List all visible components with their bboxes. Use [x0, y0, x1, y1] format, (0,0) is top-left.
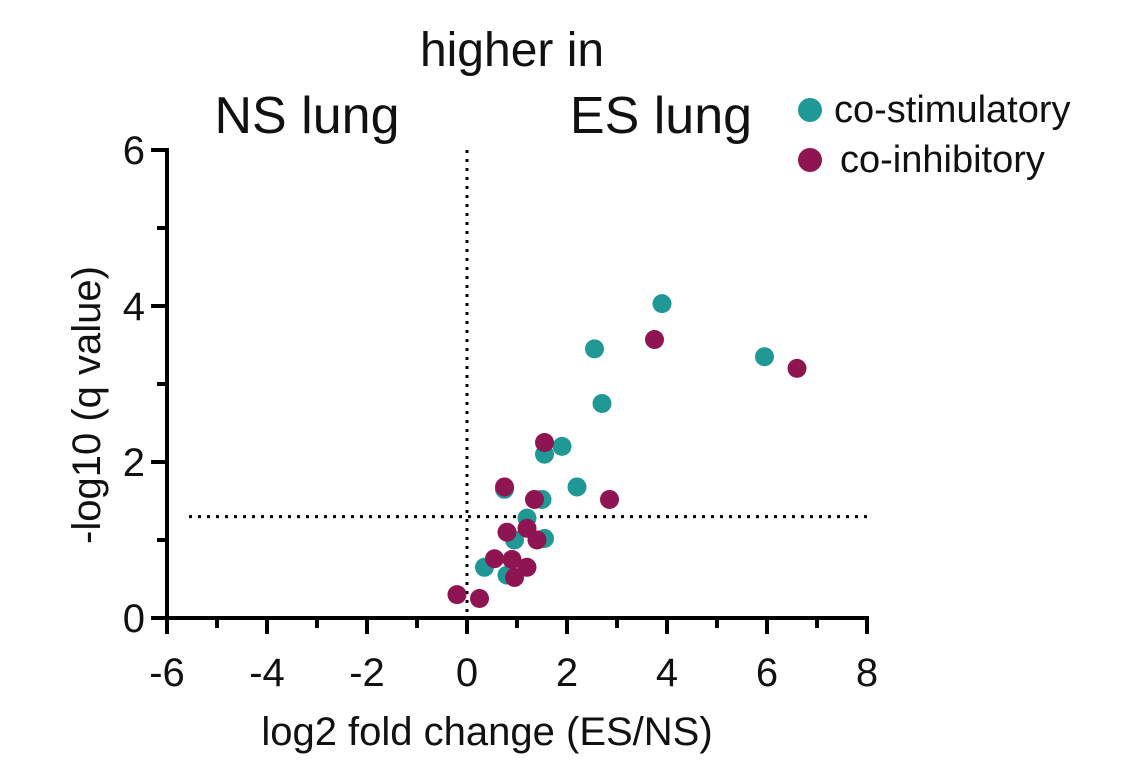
x-tick-label: -2	[349, 651, 385, 695]
point-co-inhibitory	[535, 433, 554, 452]
x-tick-label: 0	[456, 651, 478, 695]
x-tick-label: 4	[656, 651, 678, 695]
point-co-stimulatory	[552, 436, 572, 456]
chart-title: higher in	[420, 24, 604, 77]
point-co-inhibitory	[502, 550, 522, 569]
point-co-inhibitory	[645, 330, 664, 350]
point-co-inhibitory	[505, 567, 524, 587]
point-co-inhibitory	[787, 358, 807, 378]
point-co-inhibitory	[447, 585, 467, 605]
point-co-inhibitory	[600, 489, 619, 509]
legend-swatch-co-inhibitory	[798, 148, 822, 172]
data-points	[447, 294, 807, 608]
point-co-inhibitory	[497, 522, 517, 542]
y-tick-label: 2	[123, 441, 145, 485]
x-tick-label: -6	[149, 651, 185, 695]
y-tick-label: 4	[123, 285, 145, 329]
region-label-left: NS lung	[215, 87, 400, 145]
axes	[165, 148, 869, 620]
y-tick-label: 0	[123, 597, 145, 641]
x-tick-label: -4	[249, 651, 285, 695]
point-co-inhibitory	[495, 477, 514, 497]
point-co-stimulatory	[652, 294, 672, 314]
legend-label-co-inhibitory: co-inhibitory	[840, 139, 1045, 181]
point-co-stimulatory	[592, 394, 612, 413]
y-tick-label: 6	[123, 129, 145, 173]
reference-lines	[189, 150, 867, 618]
point-co-inhibitory	[525, 489, 544, 509]
x-tick-label: 6	[756, 651, 778, 695]
point-co-inhibitory	[470, 589, 489, 608]
point-co-inhibitory	[485, 549, 504, 569]
x-tick-label: 2	[556, 651, 578, 695]
legend-label-co-stimulatory: co-stimulatory	[834, 89, 1071, 131]
region-label-right: ES lung	[570, 87, 752, 145]
legend: co-stimulatory co-inhibitory	[798, 89, 1071, 181]
x-tick-label: 8	[856, 651, 878, 695]
legend-swatch-co-stimulatory	[798, 98, 822, 122]
point-co-stimulatory	[755, 347, 774, 367]
point-co-stimulatory	[567, 477, 587, 497]
point-co-stimulatory	[585, 339, 604, 359]
y-axis-label: -log10 (q value)	[65, 266, 109, 544]
point-co-inhibitory	[527, 530, 547, 550]
x-ticks: -6 -4 -2 0 2 4 6 8	[149, 618, 878, 695]
y-ticks: 0 2 4 6	[123, 129, 167, 641]
x-axis-label: log2 fold change (ES/NS)	[261, 710, 712, 754]
